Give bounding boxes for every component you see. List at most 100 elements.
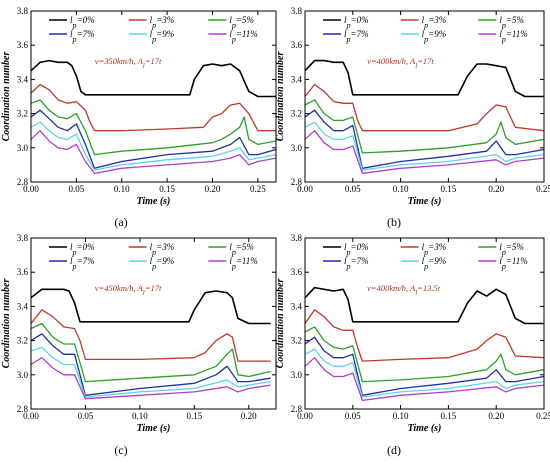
legend-label: lp=3% <box>150 242 175 257</box>
series-line-6 <box>304 130 545 175</box>
x-axis-label: Time (s) <box>408 423 442 434</box>
y-tick-label: 3.4 <box>291 301 303 311</box>
series-line-4 <box>30 109 277 169</box>
legend-label: lp=0% <box>70 15 95 30</box>
x-tick-label: 0.10 <box>132 411 148 421</box>
x-tick-label: 0.10 <box>393 184 409 194</box>
x-tick-label: 0.10 <box>114 184 130 194</box>
chart-panel-3: 2.8 3.0 3.2 3.4 3.6 3.8 0.00 0.05 0.10 0.15 0.20 Ti… <box>1 233 277 457</box>
x-tick-label: 0.20 <box>205 184 221 194</box>
legend-label: lp=11% <box>229 256 257 271</box>
series-line-2 <box>30 83 276 132</box>
series-line-3 <box>304 99 545 154</box>
series-line-3 <box>304 326 545 383</box>
x-tick-label: 0.15 <box>186 411 202 421</box>
series-line-2 <box>304 83 545 132</box>
x-tick-label: 0.05 <box>345 411 361 421</box>
panel-label: (c) <box>114 443 127 457</box>
y-tick-label: 3.0 <box>291 370 303 380</box>
series-line-5 <box>30 121 277 171</box>
legend-label: lp=9% <box>150 256 175 271</box>
y-tick-label: 3.4 <box>17 74 29 84</box>
legend-label: lp=3% <box>422 242 447 257</box>
y-axis-label: Coordination number <box>1 279 12 369</box>
series-line-5 <box>30 346 271 398</box>
legend-label: lp=11% <box>499 29 527 44</box>
x-tick-label: 0.05 <box>68 184 84 194</box>
y-tick-label: 2.8 <box>17 177 29 187</box>
legend-label: lp=5% <box>499 15 524 30</box>
condition-annotation: v=350km/h, Al=17t <box>95 56 162 70</box>
series-line-1 <box>304 286 544 325</box>
series-line-5 <box>304 121 545 171</box>
legend-label: lp=0% <box>70 242 95 257</box>
x-tick-label: 0.00 <box>297 184 313 194</box>
condition-annotation: v=450km/h, Al=17t <box>95 283 162 297</box>
legend-label: lp=11% <box>229 29 257 44</box>
legend-label: lp=11% <box>499 256 527 271</box>
panel-label: (b) <box>387 215 401 229</box>
series-line-6 <box>304 357 545 402</box>
condition-annotation: v=400km/h, Al=13.5t <box>367 283 441 297</box>
x-tick-label: 0.00 <box>23 184 39 194</box>
legend-label: lp=5% <box>229 242 254 257</box>
y-tick-label: 3.0 <box>17 143 29 153</box>
x-axis-label: Time (s) <box>137 196 171 207</box>
series-line-4 <box>304 109 545 169</box>
y-tick-label: 3.2 <box>17 336 28 346</box>
y-tick-label: 3.4 <box>291 74 303 84</box>
x-tick-label: 0.20 <box>241 411 257 421</box>
y-tick-label: 3.8 <box>17 6 29 16</box>
series-line-4 <box>304 336 545 396</box>
y-tick-label: 2.8 <box>17 404 29 414</box>
series-line-6 <box>30 130 277 175</box>
legend-label: lp=0% <box>344 15 369 30</box>
panel-label: (a) <box>114 215 127 229</box>
y-tick-label: 3.2 <box>291 336 302 346</box>
legend-label: lp=5% <box>229 15 254 30</box>
y-tick-label: 3.0 <box>291 143 303 153</box>
x-tick-label: 0.15 <box>441 184 457 194</box>
y-tick-label: 3.8 <box>291 233 303 243</box>
condition-annotation: v=400km/h, Al=17t <box>367 56 434 70</box>
y-tick-label: 3.6 <box>291 40 303 50</box>
x-axis-label: Time (s) <box>408 196 442 207</box>
x-axis-label: Time (s) <box>137 423 171 434</box>
series-line-1 <box>304 59 544 98</box>
legend-label: lp=7% <box>70 29 95 44</box>
legend-label: lp=7% <box>344 29 369 44</box>
legend-label: lp=5% <box>499 242 524 257</box>
legend-label: lp=3% <box>150 15 175 30</box>
y-tick-label: 3.6 <box>17 267 29 277</box>
y-axis-label: Coordination number <box>275 52 286 142</box>
plot-frame <box>30 237 277 410</box>
y-tick-label: 3.2 <box>17 109 28 119</box>
y-tick-label: 2.8 <box>291 177 303 187</box>
series-line-5 <box>304 348 545 398</box>
plot-frame <box>30 10 277 183</box>
x-tick-label: 0.25 <box>250 184 266 194</box>
chart-panel-4: 2.8 3.0 3.2 3.4 3.6 3.8 0.00 0.05 0.10 0.15 0.20 0.… <box>275 233 550 457</box>
plot-frame <box>304 10 545 183</box>
legend-label: lp=3% <box>422 15 447 30</box>
y-axis-label: Coordination number <box>275 279 286 369</box>
series-line-6 <box>30 357 271 400</box>
series-line-1 <box>30 59 276 98</box>
chart-panel-2: 2.8 3.0 3.2 3.4 3.6 3.8 0.00 0.05 0.10 0.15 0.20 0.… <box>275 6 550 229</box>
series-line-3 <box>30 322 271 383</box>
y-tick-label: 3.4 <box>17 301 29 311</box>
series-line-2 <box>30 309 271 362</box>
series-line-1 <box>30 288 271 325</box>
series-line-4 <box>30 333 271 396</box>
legend-label: lp=7% <box>70 256 95 271</box>
y-tick-label: 3.2 <box>291 109 302 119</box>
x-tick-label: 0.10 <box>393 411 409 421</box>
y-axis-label: Coordination number <box>1 52 12 142</box>
x-tick-label: 0.15 <box>441 411 457 421</box>
series-line-3 <box>30 99 277 156</box>
legend-label: lp=9% <box>422 256 447 271</box>
y-tick-label: 3.6 <box>291 267 303 277</box>
legend-label: lp=0% <box>344 242 369 257</box>
x-tick-label: 0.20 <box>488 184 504 194</box>
legend-label: lp=7% <box>344 256 369 271</box>
